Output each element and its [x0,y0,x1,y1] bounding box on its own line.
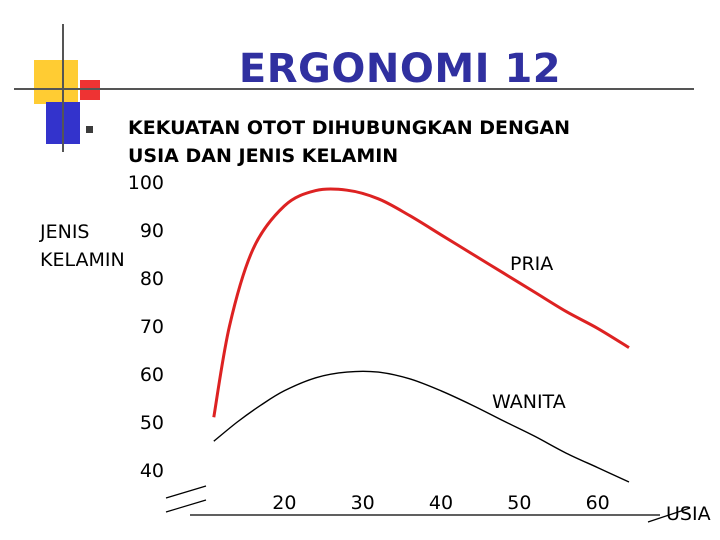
slide-title: ERGONOMI 12 [238,46,562,92]
x-tick-label: 30 [351,492,375,514]
slide-heading: KEKUATAN OTOT DIHUBUNGKAN DENGAN USIA DA… [128,114,570,170]
deco-red-square [80,80,100,100]
y-axis-label: JENIS KELAMIN [40,218,125,274]
y-tick-labels: 100 90 80 70 60 50 40 [128,172,164,482]
x-tick-labels: 20 30 40 50 60 [272,492,610,514]
series-label-pria: PRIA [510,253,553,275]
deco-horizontal-line [14,88,694,90]
series-label-wanita: WANITA [492,391,566,413]
y-tick-label: 40 [140,460,164,482]
axes [165,485,691,523]
y-axis-label-line-1: JENIS [40,221,90,243]
x-tick-label: 50 [507,492,531,514]
x-tick-label: 20 [272,492,296,514]
y-tick-label: 80 [140,268,164,290]
series-lines [212,187,630,483]
axis-break-line-2 [165,499,207,513]
y-tick-label: 60 [140,364,164,386]
x-axis-break-line [647,507,691,523]
y-tick-label: 50 [140,412,164,434]
x-axis-label: USIA [666,503,711,525]
y-tick-label: 100 [128,172,164,194]
x-tick-label: 40 [429,492,453,514]
y-axis-label-line-2: KELAMIN [40,249,125,271]
bullet-marker [86,126,93,133]
deco-yellow-square [34,60,78,104]
heading-line-2: USIA DAN JENIS KELAMIN [128,145,399,167]
y-tick-label: 70 [140,316,164,338]
series-line-pria [212,187,630,418]
series-line-wanita [213,370,630,483]
axis-break-line-1 [165,485,207,499]
heading-line-1: KEKUATAN OTOT DIHUBUNGKAN DENGAN [128,117,571,139]
y-tick-label: 90 [140,220,164,242]
x-tick-label: 60 [586,492,610,514]
